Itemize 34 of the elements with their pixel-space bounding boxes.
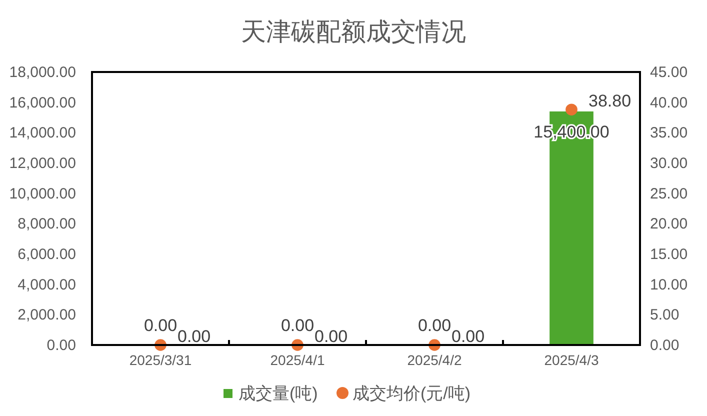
legend-label: 成交均价(元/吨) xyxy=(352,384,471,403)
y-tick-label: 10,000.00 xyxy=(9,185,76,202)
y-tick-label: 6,000.00 xyxy=(18,246,76,263)
data-label: 0.00 xyxy=(178,327,211,346)
data-label: 38.80 xyxy=(588,92,632,111)
y-tick-label: 14,000.00 xyxy=(9,124,76,142)
y-tick-label: 18,000.00 xyxy=(9,64,76,81)
data-label: 0.00 xyxy=(314,327,348,346)
data-label: 0.00 xyxy=(418,316,452,335)
x-tick-label: 2025/4/3 xyxy=(544,352,599,368)
y2-tick-label: 30.00 xyxy=(650,155,688,172)
y-tick-label: 2,000.00 xyxy=(18,306,76,324)
y-tick-label: 0.00 xyxy=(46,337,76,354)
x-tick-label: 2025/4/2 xyxy=(407,352,462,368)
y2-tick-label: 20.00 xyxy=(650,216,688,233)
x-tick-label: 2025/4/1 xyxy=(270,352,325,368)
y2-tick-label: 5.00 xyxy=(650,306,680,324)
y2-tick-label: 45.00 xyxy=(650,64,688,81)
y-tick-label: 12,000.00 xyxy=(9,155,76,172)
data-label: 0.00 xyxy=(144,316,178,335)
legend-label: 成交量(吨) xyxy=(238,384,318,403)
y2-tick-label: 40.00 xyxy=(650,94,688,112)
y-tick-label: 4,000.00 xyxy=(18,276,76,294)
y2-tick-label: 15.00 xyxy=(650,246,688,263)
y-tick-label: 16,000.00 xyxy=(9,94,76,112)
data-label: 0.00 xyxy=(280,316,314,335)
data-label: 0.00 xyxy=(452,327,485,346)
y2-tick-label: 10.00 xyxy=(650,276,688,294)
y2-tick-label: 0.00 xyxy=(650,337,680,354)
y2-tick-label: 25.00 xyxy=(650,185,688,202)
y2-tick-label: 35.00 xyxy=(650,124,688,142)
x-tick-label: 2025/3/31 xyxy=(129,352,192,368)
y-tick-label: 8,000.00 xyxy=(18,216,76,233)
chart-title: 天津碳配额成交情况 xyxy=(241,18,466,46)
